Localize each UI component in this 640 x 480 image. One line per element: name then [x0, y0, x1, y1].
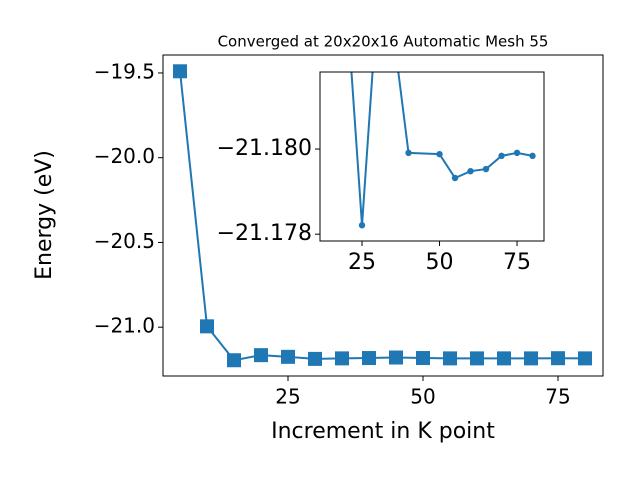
axes-frame [162, 54, 604, 377]
marker [374, 0, 380, 3]
x-tick-label: 25 [348, 250, 376, 275]
marker [362, 351, 377, 366]
y-axis-label: Energy (eV) [32, 150, 57, 280]
marker [416, 351, 431, 366]
marker [281, 349, 296, 364]
y-tick-label: −20.0 [94, 144, 155, 168]
marker [389, 350, 404, 365]
marker [436, 150, 443, 158]
x-tick-label: 75 [503, 250, 531, 275]
marker [173, 64, 188, 79]
y-tick-label: −21.180 [217, 136, 312, 161]
marker [343, 0, 349, 3]
marker [200, 319, 215, 334]
plot-area [343, 0, 536, 229]
axes-frame [319, 71, 545, 242]
plot-area [173, 64, 593, 368]
marker [482, 165, 490, 173]
data-line [179, 71, 586, 362]
marker [578, 351, 593, 366]
y-tick-label: −20.5 [94, 229, 155, 253]
marker [358, 222, 366, 229]
chart-title: Converged at 20x20x16 Automatic Mesh 55 [218, 33, 549, 51]
y-tick-label: −19.5 [94, 59, 155, 83]
x-tick-label: 75 [545, 385, 570, 409]
x-tick-label: 50 [426, 250, 454, 275]
marker [467, 167, 474, 175]
marker [529, 152, 536, 160]
marker [524, 351, 539, 366]
marker [254, 348, 269, 363]
marker [308, 351, 323, 366]
x-tick-label: 25 [275, 385, 300, 409]
y-tick-label: −21.0 [94, 314, 155, 338]
y-tick-label: −21.178 [217, 221, 312, 246]
marker [551, 351, 566, 366]
marker [513, 149, 521, 157]
marker [443, 351, 458, 366]
marker [498, 152, 505, 160]
marker [335, 351, 350, 366]
marker [470, 351, 485, 366]
marker [451, 174, 459, 182]
marker [405, 149, 412, 157]
marker [497, 351, 512, 366]
x-axis-label: Increment in K point [271, 419, 495, 444]
x-tick-label: 50 [410, 385, 435, 409]
marker [227, 353, 242, 368]
